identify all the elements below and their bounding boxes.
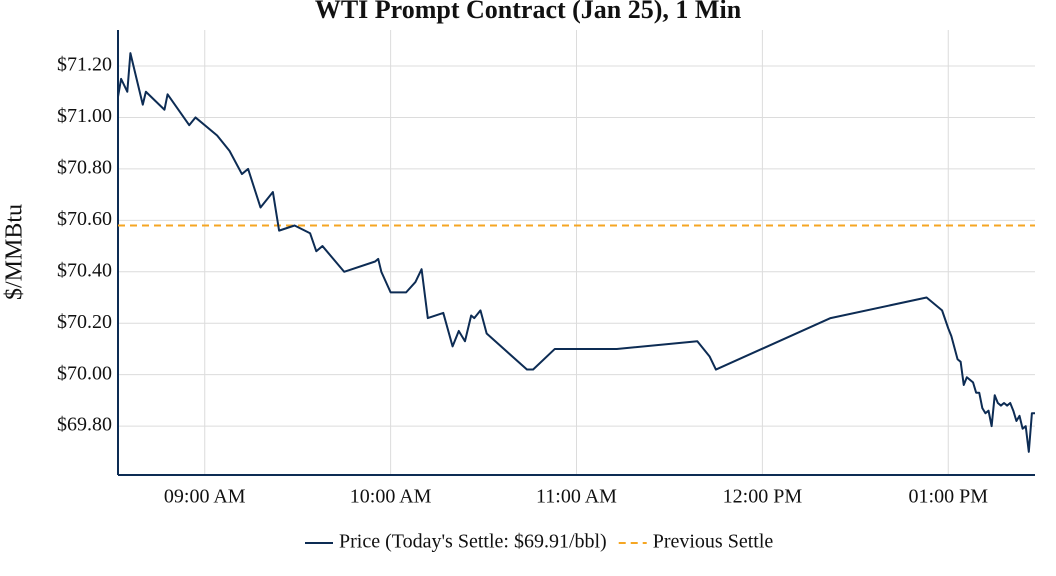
x-tick-label: 09:00 AM — [164, 486, 246, 508]
chart-title: WTI Prompt Contract (Jan 25), 1 Min — [315, 0, 742, 24]
legend-label: Previous Settle — [653, 531, 774, 553]
legend-label: Price (Today's Settle: $69.91/bbl) — [339, 531, 607, 553]
x-tick-label: 11:00 AM — [536, 486, 617, 508]
y-tick-label: $70.80 — [57, 156, 112, 178]
x-tick-label: 01:00 PM — [909, 486, 989, 508]
y-tick-label: $70.40 — [57, 259, 112, 281]
y-tick-label: $70.60 — [57, 208, 112, 230]
x-tick-label: 10:00 AM — [350, 486, 432, 508]
y-tick-label: $69.80 — [57, 414, 112, 436]
y-tick-label: $71.00 — [57, 105, 112, 127]
y-tick-label: $71.20 — [57, 54, 112, 76]
x-tick-label: 12:00 PM — [723, 486, 803, 508]
price-line — [117, 52, 1035, 453]
y-axis-label: $/MMBtu — [2, 204, 28, 300]
y-tick-label: $70.20 — [57, 311, 112, 333]
y-tick-label: $70.00 — [57, 362, 112, 384]
